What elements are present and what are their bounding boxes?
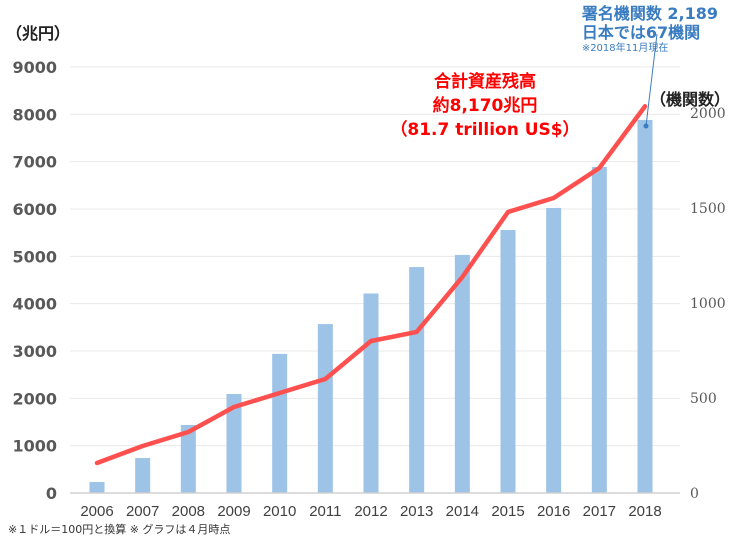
bar-2014 <box>454 254 470 493</box>
bar-2018 <box>637 120 653 494</box>
signatories-annotation: 署名機関数 2,189 日本では67機関 ※2018年11月現在 <box>582 4 718 56</box>
right-tick-label: 500 <box>690 391 717 407</box>
assets-annotation: 合計資産残高 約8,170兆円 （81.7 trillion US$） <box>390 70 580 142</box>
assets-annotation-line2: 約8,170兆円 <box>432 96 538 116</box>
left-tick-label: 1000 <box>12 437 57 456</box>
bar-2009 <box>226 394 242 493</box>
left-tick-label: 2000 <box>12 389 57 408</box>
bar-2012 <box>363 293 379 493</box>
x-tick-label: 2016 <box>537 503 570 520</box>
signatories-annotation-line1: 署名機関数 2,189 <box>581 4 718 23</box>
leader-dot <box>643 123 649 129</box>
x-tick-label: 2012 <box>354 503 387 520</box>
x-tick-label: 2017 <box>583 503 616 520</box>
assets-annotation-line3: （81.7 trillion US$） <box>390 120 580 140</box>
signatories-annotation-note: ※2018年11月現在 <box>581 43 669 54</box>
bar-2007 <box>135 458 151 493</box>
left-tick-label: 0 <box>46 484 57 503</box>
x-tick-label: 2015 <box>491 503 524 520</box>
bar-2006 <box>89 481 105 493</box>
x-tick-label: 2007 <box>126 503 159 520</box>
bar-2011 <box>317 324 333 493</box>
bar-2008 <box>180 424 196 493</box>
right-tick-label: 2000 <box>690 106 726 122</box>
left-tick-label: 8000 <box>12 105 57 124</box>
right-axis-label: （機関数） <box>650 90 730 109</box>
x-tick-label: 2018 <box>628 503 661 520</box>
x-tick-label: 2013 <box>400 503 433 520</box>
left-tick-label: 4000 <box>12 295 57 314</box>
bar-2017 <box>591 166 607 493</box>
x-tick-label: 2014 <box>446 503 479 520</box>
leader-line <box>645 33 658 127</box>
x-tick-label: 2011 <box>309 503 341 520</box>
x-tick-label: 2009 <box>217 503 250 520</box>
bar-2015 <box>500 230 516 493</box>
signatories-annotation-line2: 日本では67機関 <box>581 23 701 42</box>
x-tick-label: 2008 <box>172 503 205 520</box>
right-tick-label: 1000 <box>690 296 726 312</box>
bar-2013 <box>409 267 425 493</box>
footnote: ※１ドル＝100円と換算 ※ グラフは４月時点 <box>8 523 231 536</box>
left-tick-label: 5000 <box>12 247 57 266</box>
bar-2016 <box>546 207 562 493</box>
left-tick-label: 6000 <box>12 200 57 219</box>
left-tick-label: 9000 <box>12 58 57 77</box>
x-tick-label: 2006 <box>80 503 113 520</box>
left-tick-label: 7000 <box>12 153 57 172</box>
left-tick-label: 3000 <box>12 342 57 361</box>
right-tick-label: 1500 <box>690 201 726 217</box>
bar-2010 <box>272 353 288 493</box>
left-axis-label: （兆円） <box>6 24 71 43</box>
right-tick-label: 0 <box>690 486 699 502</box>
assets-annotation-line1: 合計資産残高 <box>434 72 536 92</box>
x-tick-label: 2010 <box>263 503 296 520</box>
